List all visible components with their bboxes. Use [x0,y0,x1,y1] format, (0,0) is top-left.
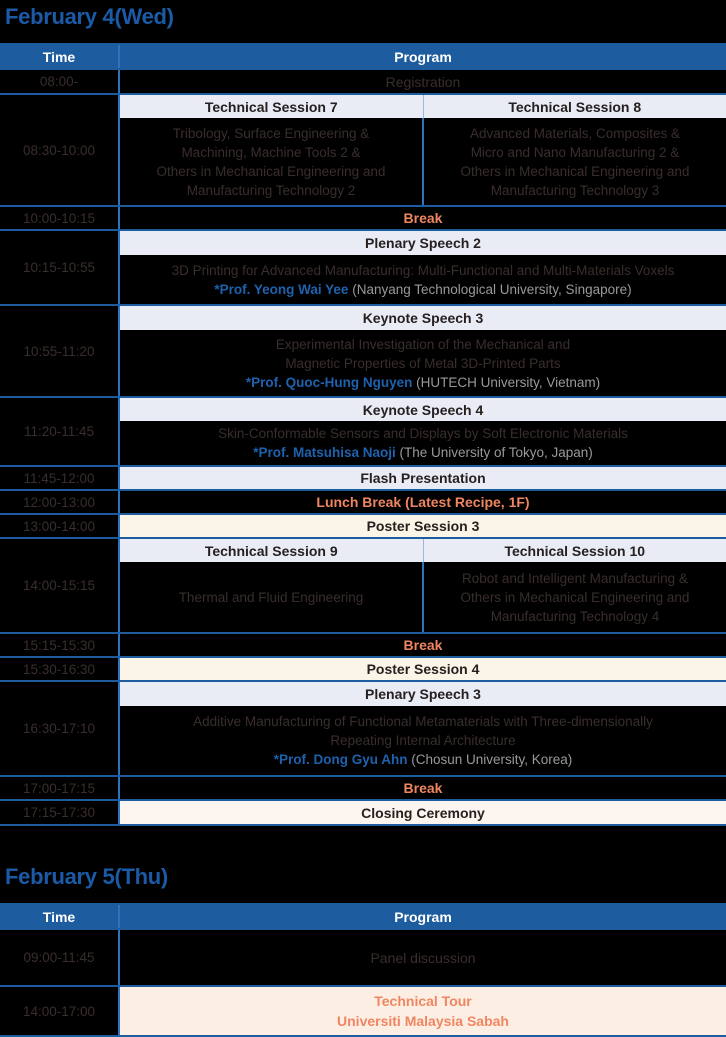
session-descriptions: Tribology, Surface Engineering & Machini… [120,118,726,205]
day2-time-column-header: Time [0,905,120,928]
time-cell: 13:00-14:00 [0,515,120,537]
speaker-name: *Prof. Quoc-Hung Nguyen [245,374,413,390]
technical-tour-details: Technical Tour Universiti Malaysia Sabah [120,987,726,1035]
talk-title: Experimental Investigation of the Mechan… [275,336,571,352]
row-keynote-speech-3: 10:55-11:20 Keynote Speech 3 Experimenta… [0,306,726,398]
time-cell: 11:20-11:45 [0,398,120,465]
keynote-speech-3-heading: Keynote Speech 3 [120,306,726,330]
row-break-3: 17:00-17:15 Break [0,777,726,801]
time-cell: 10:00-10:15 [0,207,120,229]
technical-session-9-topics: Thermal and Fluid Engineering [120,562,424,632]
speaker-line: *Prof. Yeong Wai Yee (Nanyang Technologi… [214,280,631,299]
row-technical-sessions-9-10: 14:00-15:15 Technical Session 9 Technica… [0,539,726,634]
session-descriptions: Thermal and Fluid Engineering Robot and … [120,562,726,632]
break-label: Break [403,210,443,226]
row-closing-ceremony: 17:15-17:30 Closing Ceremony [0,801,726,826]
keynote-speech-3-details: Experimental Investigation of the Mechan… [120,330,726,396]
session-titles: Technical Session 7 Technical Session 8 [120,95,726,118]
time-cell: 08:30-10:00 [0,95,120,205]
technical-session-10-topics: Robot and Intelligent Manufacturing & Ot… [460,570,690,624]
plenary-speech-3-heading: Plenary Speech 3 [120,682,726,706]
time-cell: 15:30-16:30 [0,658,120,680]
poster-session-3-label: Poster Session 3 [366,518,480,534]
break-label: Break [403,780,443,796]
row-lunch-break: 12:00-13:00 Lunch Break (Latest Recipe, … [0,491,726,515]
row-registration: 08:00- Registration [0,70,726,95]
row-break-1: 10:00-10:15 Break [0,207,726,231]
time-cell: 09:00-11:45 [0,930,120,985]
technical-session-7-title: Technical Session 7 [120,95,424,118]
time-cell: 12:00-13:00 [0,491,120,513]
technical-session-10-title: Technical Session 10 [504,542,646,559]
day2-header-row: Time Program [0,905,726,930]
day1-schedule-table: Time Program 08:00- Registration 08:30-1… [0,43,726,826]
technical-session-9-title: Technical Session 9 [120,539,424,562]
technical-tour-location: Universiti Malaysia Sabah [337,1013,509,1029]
talk-title: Magnetic Properties of Metal 3D-Printed … [285,355,561,371]
break-label: Break [403,637,443,653]
speaker-line: *Prof. Matsuhisa Naoji (The University o… [253,443,593,462]
row-panel-discussion: 09:00-11:45 Panel discussion [0,930,726,987]
flash-presentation-label: Flash Presentation [360,470,486,486]
speaker-name: *Prof. Yeong Wai Yee [214,281,349,297]
panel-discussion-label: Panel discussion [370,949,476,966]
speaker-affiliation: (HUTECH University, Vietnam) [412,374,601,390]
speaker-affiliation: (Chosun University, Korea) [407,752,573,767]
row-technical-sessions-7-8: 08:30-10:00 Technical Session 7 Technica… [0,95,726,207]
day1-title: February 4(Wed) [5,4,174,29]
row-break-2: 15:15-15:30 Break [0,634,726,658]
section-gap [0,826,726,860]
plenary-speech-3-details: Additive Manufacturing of Functional Met… [120,706,726,775]
speaker-name: *Prof. Dong Gyu Ahn [273,752,408,767]
time-cell: 15:15-15:30 [0,634,120,656]
technical-session-7-topics: Tribology, Surface Engineering & Machini… [120,118,424,205]
registration-label: Registration [385,73,461,90]
talk-title: Repeating Internal Architecture [330,733,516,748]
row-plenary-speech-3: 16:30-17:10 Plenary Speech 3 Additive Ma… [0,682,726,777]
speaker-affiliation: (The University of Tokyo, Japan) [395,445,593,460]
plenary-speech-2-heading: Plenary Speech 2 [120,231,726,255]
day2-schedule-table: Time Program 09:00-11:45 Panel discussio… [0,903,726,1037]
day1-program-column-header: Program [394,48,452,65]
talk-title: Additive Manufacturing of Functional Met… [193,714,653,729]
time-cell: 08:00- [0,70,120,93]
poster-session-4-label: Poster Session 4 [366,661,480,677]
row-plenary-speech-2: 10:15-10:55 Plenary Speech 2 3D Printing… [0,231,726,306]
time-cell: 11:45-12:00 [0,467,120,489]
plenary-speech-2-details: 3D Printing for Advanced Manufacturing: … [120,255,726,304]
technical-session-8-title: Technical Session 8 [508,98,642,115]
row-poster-session-4: 15:30-16:30 Poster Session 4 [0,658,726,682]
time-cell: 10:55-11:20 [0,306,120,396]
time-cell: 10:15-10:55 [0,231,120,304]
day1-time-column-header: Time [0,45,120,68]
session-titles: Technical Session 9 Technical Session 10 [120,539,726,562]
time-cell: 16:30-17:10 [0,682,120,775]
keynote-speech-4-details: Skin-Conformable Sensors and Displays by… [120,421,726,465]
speaker-line: *Prof. Dong Gyu Ahn (Chosun University, … [274,750,573,769]
keynote-speech-4-heading: Keynote Speech 4 [120,398,726,421]
time-cell: 17:00-17:15 [0,777,120,799]
row-keynote-speech-4: 11:20-11:45 Keynote Speech 4 Skin-Confor… [0,398,726,467]
speaker-affiliation: (Nanyang Technological University, Singa… [348,281,632,297]
talk-title: Skin-Conformable Sensors and Displays by… [218,426,628,441]
speaker-line: *Prof. Quoc-Hung Nguyen (HUTECH Universi… [246,373,600,392]
row-poster-session-3: 13:00-14:00 Poster Session 3 [0,515,726,539]
row-flash-presentation: 11:45-12:00 Flash Presentation [0,467,726,491]
technical-tour-label: Technical Tour [374,993,472,1009]
lunch-break-label: Lunch Break (Latest Recipe, 1F) [316,494,530,510]
technical-session-8-topics: Advanced Materials, Composites & Micro a… [460,125,690,198]
time-cell: 17:15-17:30 [0,801,120,824]
talk-title: 3D Printing for Advanced Manufacturing: … [171,262,675,278]
day2-title: February 5(Thu) [5,864,168,889]
time-cell: 14:00-15:15 [0,539,120,632]
speaker-name: *Prof. Matsuhisa Naoji [253,445,396,460]
day2-program-column-header: Program [394,908,452,925]
closing-ceremony-label: Closing Ceremony [361,804,485,821]
day1-header-row: Time Program [0,45,726,70]
row-technical-tour: 14:00-17:00 Technical Tour Universiti Ma… [0,987,726,1037]
time-cell: 14:00-17:00 [0,987,120,1035]
